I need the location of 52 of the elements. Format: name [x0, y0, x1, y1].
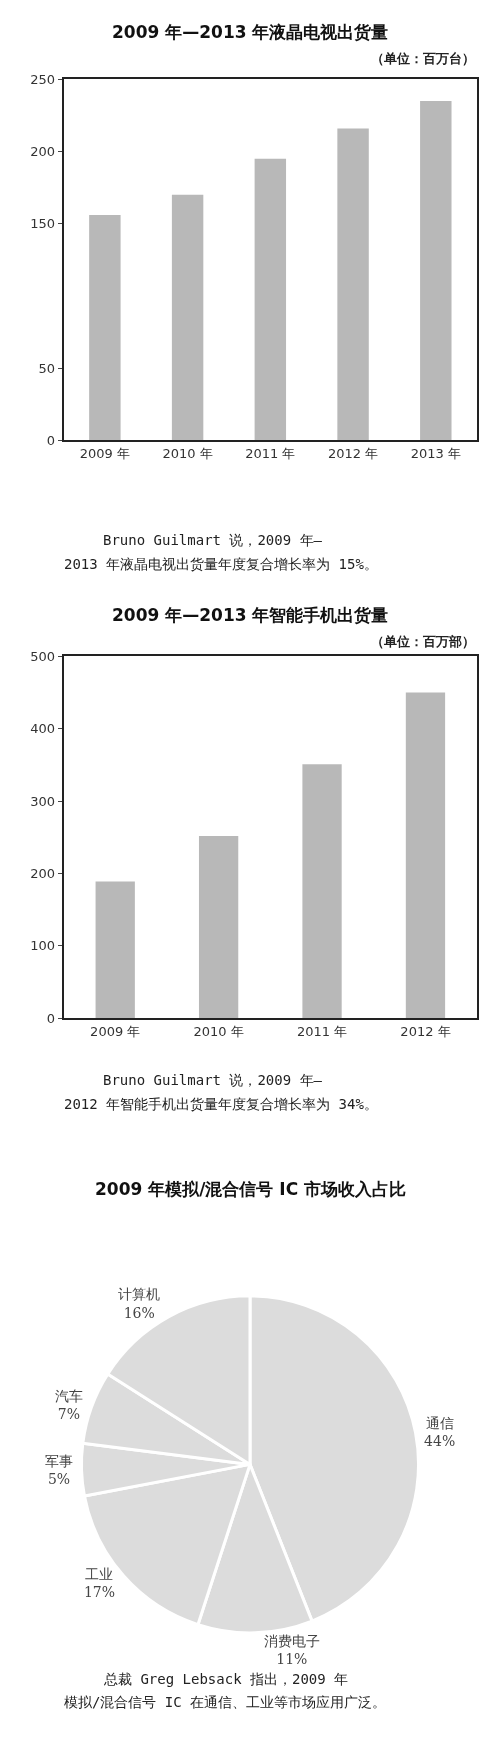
y-tick-label: 150	[30, 216, 56, 232]
chart-subtitle: （单位：百万台）	[371, 51, 475, 66]
y-tick-label: 100	[30, 938, 56, 954]
data-label: 16%	[123, 1304, 155, 1321]
y-tick-label: 200	[30, 866, 56, 882]
y-tick-label: 500	[30, 648, 56, 664]
x-tick-label: 2009 年	[79, 445, 130, 461]
chart-subtitle: （单位：百万部）	[371, 634, 475, 649]
text: 2012 年智能手机出货量年度复合增长率为 34%。	[64, 1096, 378, 1112]
bar	[337, 128, 369, 441]
slice-label: 通信	[425, 1415, 454, 1432]
x-tick-label: 2012 年	[327, 445, 379, 461]
text: Bruno Guilmart 说，2009 年—	[103, 532, 323, 548]
slice-label: 工业	[85, 1566, 114, 1583]
x-tick-label: 2013 年	[410, 445, 461, 461]
data-label: 44%	[424, 1433, 456, 1450]
bar	[420, 101, 452, 441]
x-tick-label: 2012 年	[400, 1023, 451, 1039]
x-tick-label: 2010 年	[193, 1023, 244, 1039]
bar	[254, 158, 287, 441]
chart-title: 2009 年—2013 年液晶电视出货量	[112, 22, 389, 42]
slice-label: 军事	[44, 1452, 73, 1469]
y-tick-label: 0	[46, 1010, 56, 1026]
chart-title: 2009 年模拟/混合信号 IC 市场收入占比	[95, 1179, 407, 1199]
text: 模拟/混合信号 IC 在通信、工业等市场应用广泛。	[64, 1694, 387, 1710]
slice-label: 汽车	[54, 1388, 83, 1405]
x-tick-label: 2009 年	[90, 1023, 141, 1039]
data-label: 7%	[57, 1406, 80, 1423]
slice-label: 计算机	[118, 1286, 161, 1303]
y-tick-label: 400	[30, 721, 56, 737]
text: 2013 年液晶电视出货量年度复合增长率为 15%。	[64, 556, 378, 572]
y-tick-label: 0	[46, 432, 56, 448]
bar	[95, 881, 135, 1019]
bar	[302, 764, 342, 1019]
y-tick-label: 200	[30, 144, 56, 160]
x-tick-label: 2011 年	[296, 1023, 348, 1039]
data-label: 17%	[83, 1584, 116, 1601]
slice-label: 消费电子	[263, 1632, 320, 1649]
text: Bruno Guilmart 说，2009 年—	[103, 1072, 323, 1088]
y-tick-label: 50	[38, 360, 56, 376]
x-tick-label: 2010 年	[162, 445, 213, 461]
data-label: 11%	[276, 1651, 308, 1668]
bar	[171, 194, 204, 441]
bar	[405, 692, 446, 1019]
y-tick-label: 300	[30, 793, 56, 809]
x-tick-label: 2011 年	[245, 445, 296, 461]
bar	[89, 215, 121, 441]
data-label: 5%	[47, 1470, 71, 1487]
y-tick-label: 250	[30, 71, 56, 87]
text: 总裁 Greg Lebsack 指出，2009 年	[103, 1671, 349, 1687]
chart-title: 2009 年—2013 年智能手机出货量	[112, 605, 389, 625]
bar	[198, 835, 239, 1019]
